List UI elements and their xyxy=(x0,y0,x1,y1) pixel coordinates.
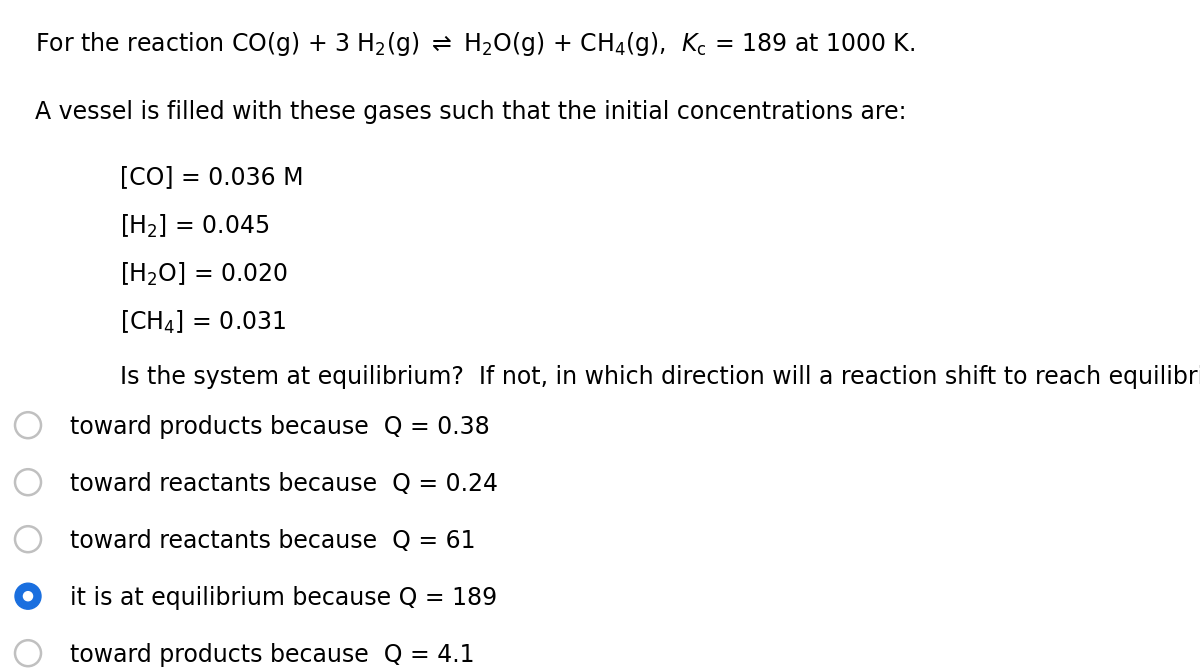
Text: toward reactants because  Q = 61: toward reactants because Q = 61 xyxy=(70,529,475,553)
Text: [H$_2$] = 0.045: [H$_2$] = 0.045 xyxy=(120,213,270,241)
Text: A vessel is filled with these gases such that the initial concentrations are:: A vessel is filled with these gases such… xyxy=(35,100,906,124)
Text: it is at equilibrium because Q = 189: it is at equilibrium because Q = 189 xyxy=(70,586,497,610)
Circle shape xyxy=(14,583,41,609)
Text: toward products because  Q = 0.38: toward products because Q = 0.38 xyxy=(70,415,490,439)
Text: [CO] = 0.036 M: [CO] = 0.036 M xyxy=(120,165,304,189)
Text: For the reaction CO(g) + 3 H$_2$(g) $\rightleftharpoons$ H$_2$O(g) + CH$_4$(g), : For the reaction CO(g) + 3 H$_2$(g) $\ri… xyxy=(35,30,916,58)
Text: [H$_2$O] = 0.020: [H$_2$O] = 0.020 xyxy=(120,261,288,288)
Text: Is the system at equilibrium?  If not, in which direction will a reaction shift : Is the system at equilibrium? If not, in… xyxy=(120,365,1200,389)
Text: [CH$_4$] = 0.031: [CH$_4$] = 0.031 xyxy=(120,309,287,336)
Text: toward reactants because  Q = 0.24: toward reactants because Q = 0.24 xyxy=(70,472,498,496)
Text: toward products because  Q = 4.1: toward products because Q = 4.1 xyxy=(70,643,474,667)
Circle shape xyxy=(24,592,32,601)
